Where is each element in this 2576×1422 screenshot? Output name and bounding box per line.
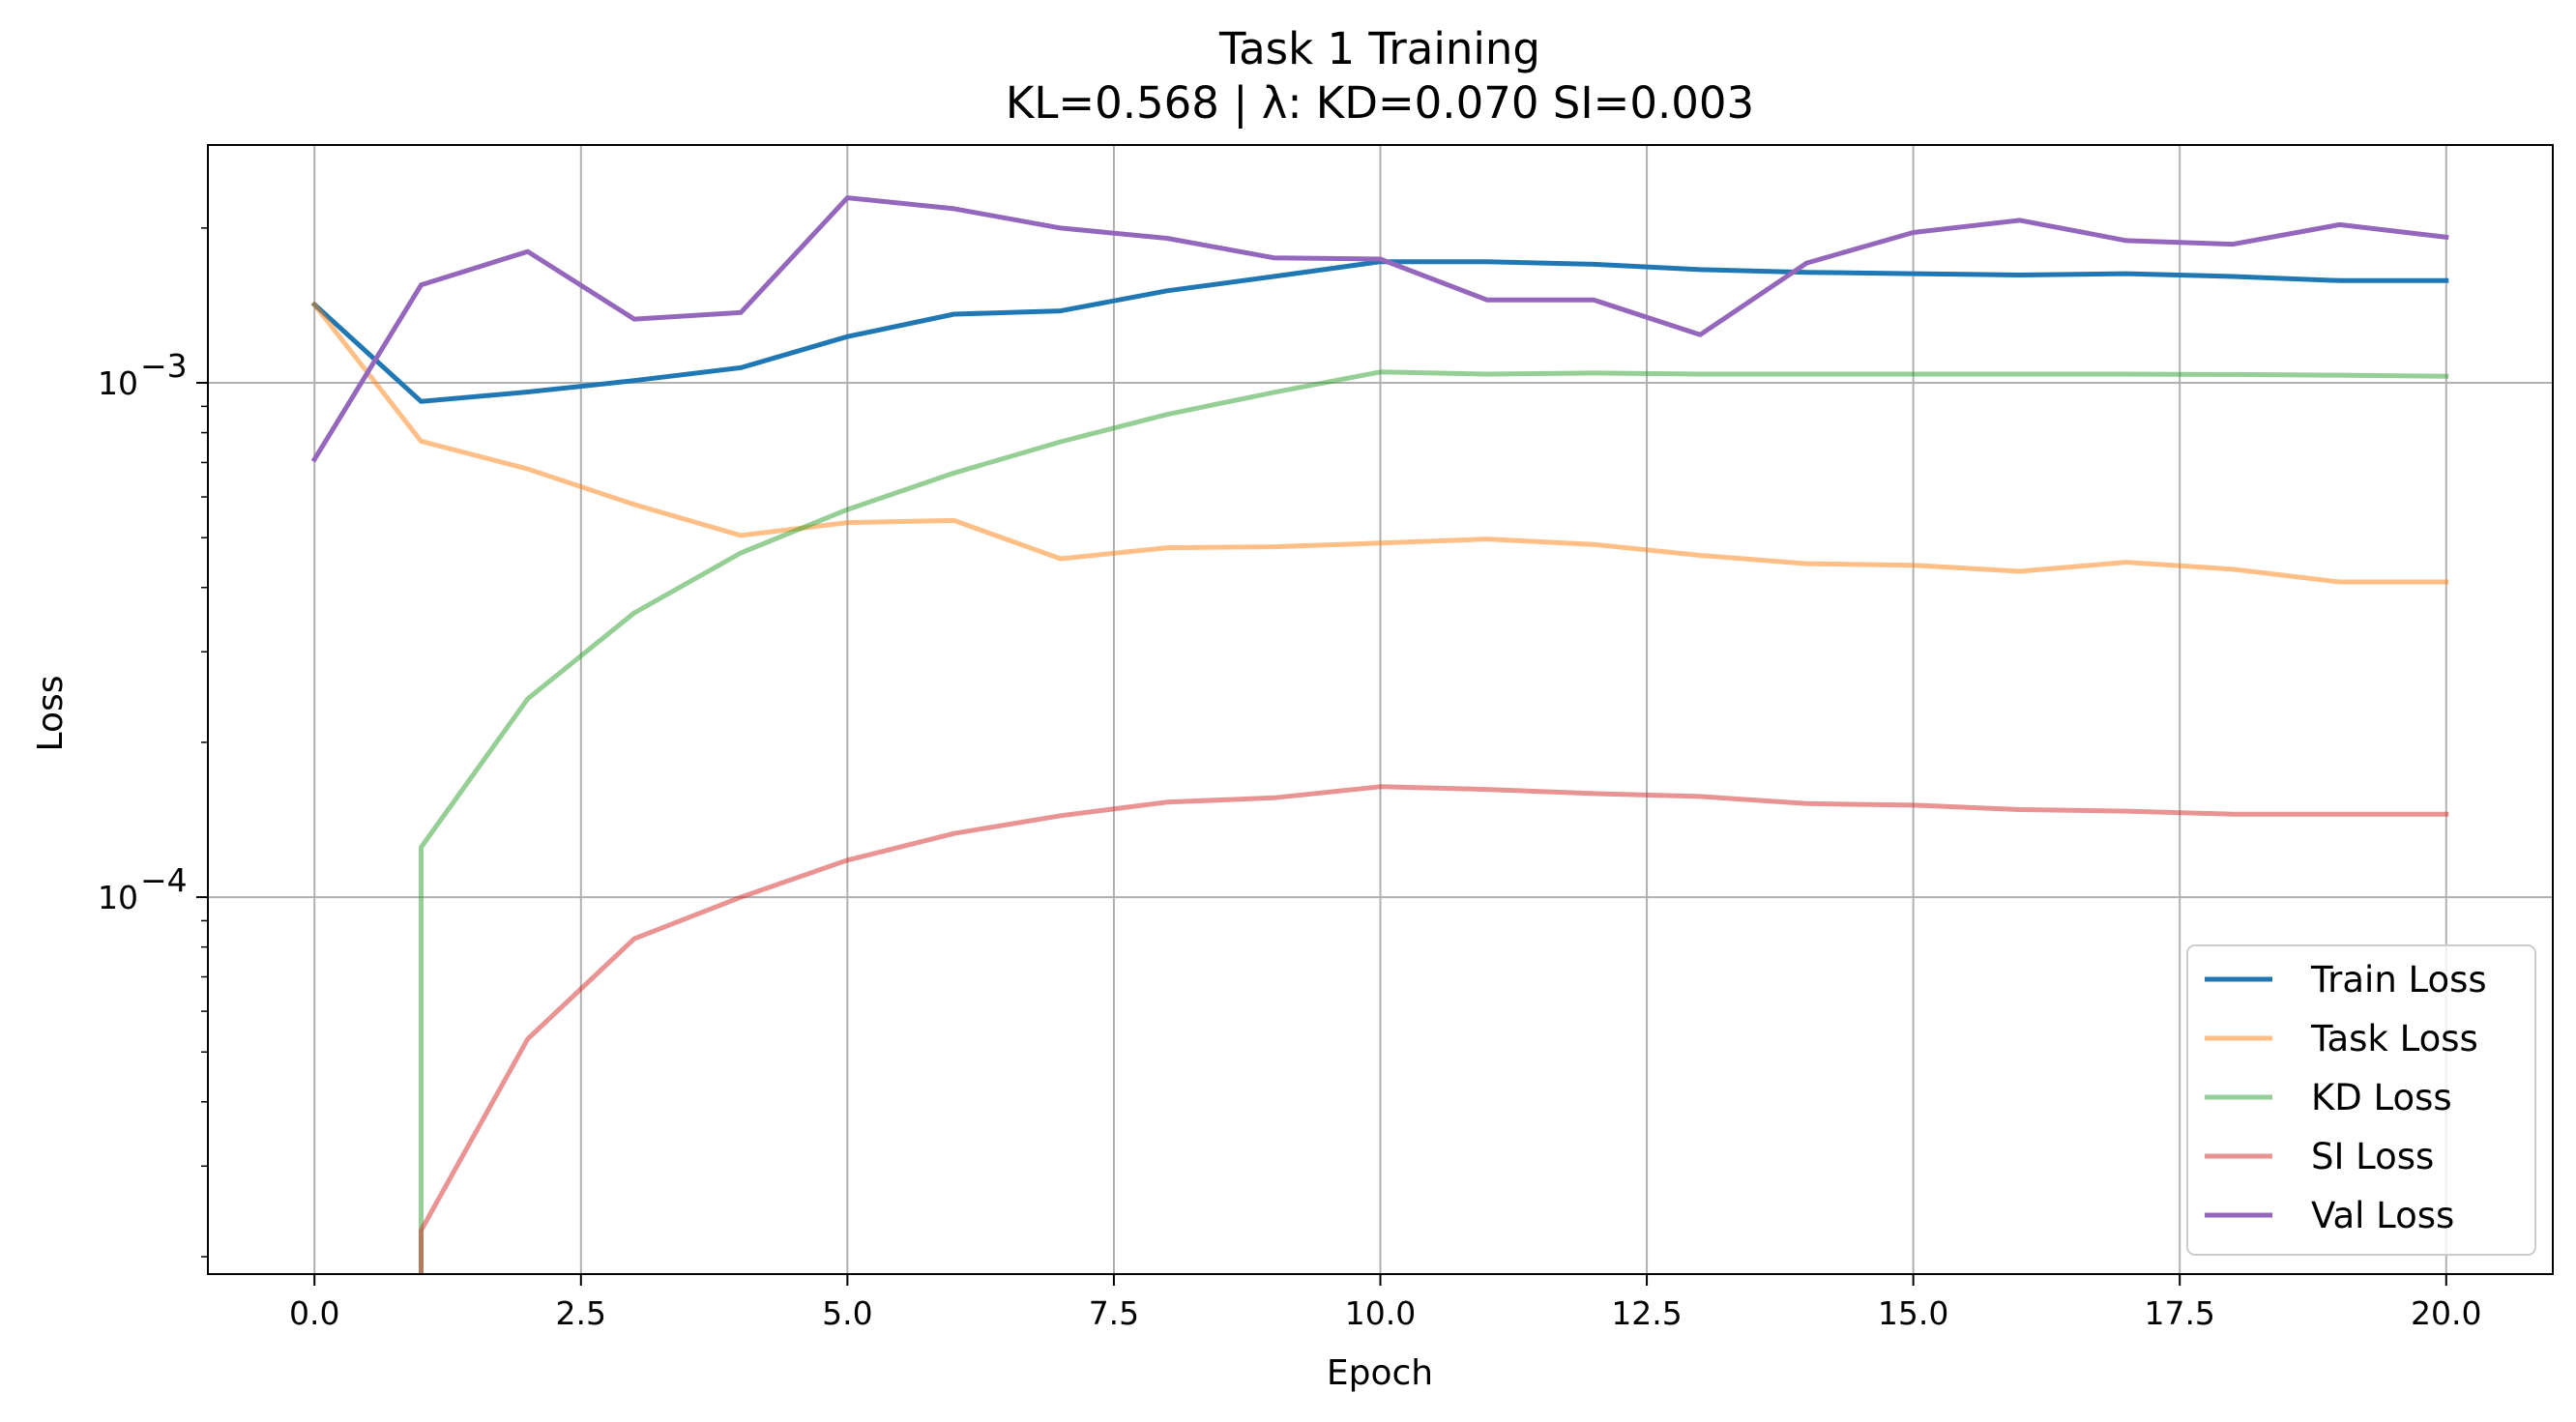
legend-label: SI Loss [2311,1136,2434,1177]
y-tick-label: 10 −3 [98,347,188,402]
legend-label: Train Loss [2310,959,2487,1001]
legend-entry-train-loss: Train Loss [2205,959,2487,1001]
svg-text:10: 10 [98,364,138,402]
svg-text:−4: −4 [140,861,188,899]
x-tick-label: 15.0 [1878,1294,1948,1332]
train-loss-line [310,259,2449,404]
x-axis-label: Epoch [1327,1353,1433,1393]
legend-entry-si-loss: SI Loss [2205,1136,2434,1177]
chart-title: Task 1 Training [1218,23,1540,74]
kd-loss-line [419,369,2449,1274]
chart-subtitle: KL=0.568 | λ: KD=0.070 SI=0.003 [1006,77,1754,129]
x-tick-label: 2.5 [556,1294,606,1332]
x-tick-label: 0.0 [289,1294,339,1332]
svg-text:10: 10 [98,879,138,916]
task-loss-line [310,301,2449,585]
svg-text:−3: −3 [140,347,188,385]
legend-label: KD Loss [2311,1077,2452,1118]
x-tick-label: 12.5 [1611,1294,1682,1332]
legend: Train Loss Task Loss KD Loss SI Loss Val Los… [2186,944,2536,1256]
legend-entry-val-loss: Val Loss [2205,1195,2454,1236]
legend-entry-task-loss: Task Loss [2205,1018,2478,1059]
axis-ticks: 0.0 2.5 5.0 7.5 10.0 12.5 15.0 17.5 20.010−310−4 [98,227,2482,1332]
legend-label: Task Loss [2310,1018,2478,1059]
x-tick-label: 7.5 [1089,1294,1139,1332]
legend-box [2186,944,2536,1256]
x-tick-label: 10.0 [1345,1294,1416,1332]
y-axis-label: Loss [31,676,71,752]
series-lines [310,195,2449,1274]
si-loss-line [419,784,2449,1274]
x-tick-label: 17.5 [2144,1294,2214,1332]
legend-label: Val Loss [2311,1195,2454,1236]
y-tick-label: 10 −4 [98,861,188,916]
legend-entry-kd-loss: KD Loss [2205,1077,2452,1118]
val-loss-line [310,195,2449,463]
x-tick-label: 20.0 [2411,1294,2481,1332]
grid [208,145,2553,1274]
x-tick-label: 5.0 [822,1294,872,1332]
